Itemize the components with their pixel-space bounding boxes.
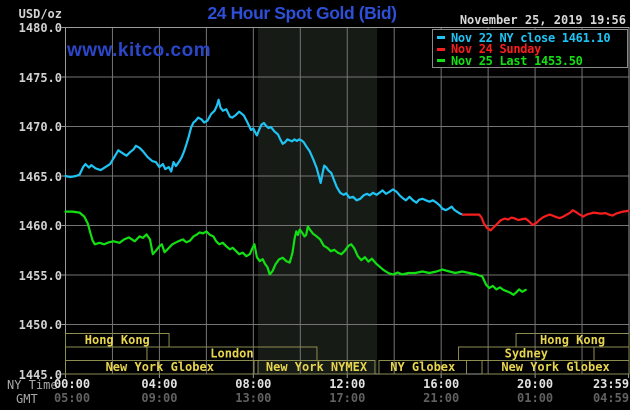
session-label: Sydney (505, 347, 548, 361)
x-axis-label-ny: 00:00 (53, 377, 91, 391)
session-box (593, 346, 630, 361)
y-axis-label: 1460.0 (18, 219, 62, 233)
y-axis-label: 1445.0 (18, 367, 62, 382)
x-axis-label-ny: 08:00 (235, 377, 272, 391)
ny-time-axis-label: NY Time (7, 378, 58, 392)
y-axis-label: 1475.0 (18, 70, 62, 85)
session-box (257, 360, 376, 375)
session-label: NY Globex (390, 360, 455, 374)
y-axis-unit-label: USD/oz (18, 7, 62, 21)
legend-item: Nov 22 NY close 1461.10 (437, 30, 627, 45)
y-axis-label: 1450.0 (18, 318, 62, 332)
x-axis-label-gmt: 13:00 (235, 391, 272, 405)
legend-label: Nov 22 NY close 1461.10 (451, 30, 611, 45)
session-box (65, 346, 148, 361)
gmt-axis-label: GMT (16, 392, 38, 406)
session-box (481, 360, 630, 375)
x-axis-label-ny: 12:00 (329, 377, 366, 391)
chart-title: 24 Hour Spot Gold (Bid) (207, 3, 397, 23)
nymex-session-shade (258, 27, 378, 374)
y-axis-label: 1465.0 (18, 169, 62, 184)
legend-dash-icon (437, 47, 445, 51)
x-axis-label-gmt: 05:00 (53, 391, 91, 405)
session-label: New York NYMEX (266, 360, 368, 374)
session-box (378, 360, 468, 375)
y-axis-label: 1470.0 (18, 120, 62, 134)
x-axis-label-ny: 20:00 (517, 377, 554, 391)
y-axis-label: 1455.0 (18, 268, 62, 283)
legend-box: Nov 22 NY close 1461.10 Nov 24 Sunday Nov … (432, 29, 628, 68)
series-line-nov-24-sunday (461, 209, 630, 232)
session-label: Hong Kong (85, 333, 150, 347)
x-axis-label-ny: 04:00 (141, 377, 178, 391)
legend-label: Nov 24 Sunday (451, 42, 542, 57)
session-label: Hong Kong (540, 333, 605, 347)
x-axis-label-gmt: 01:00 (517, 391, 554, 405)
x-axis-label-ny: 23:59 (592, 377, 630, 391)
legend-label: Nov 25 Last 1453.50 (451, 53, 583, 68)
x-axis-label-gmt: 04:59 (592, 391, 630, 405)
session-label: New York Globex (501, 360, 609, 374)
session-box (65, 360, 255, 375)
series-line-nov-25-last (64, 210, 527, 296)
y-axis-label: 1480.0 (18, 21, 62, 35)
session-label: London (210, 347, 253, 361)
chart-datetime: November 25, 2019 19:56 (459, 13, 626, 27)
x-axis-label-gmt: 09:00 (141, 391, 178, 405)
legend-dash-icon (437, 36, 445, 40)
x-axis-label-ny: 16:00 (423, 377, 460, 391)
legend-item: Nov 25 Last 1453.50 (437, 53, 627, 68)
x-axis-label-gmt: 21:00 (423, 391, 460, 405)
series-line-nov-22-ny-close (64, 98, 464, 216)
x-axis-label-gmt: 17:00 (329, 391, 366, 405)
legend-dash-icon (437, 59, 445, 63)
kitco-watermark: www.kitco.com (67, 40, 212, 61)
session-label: New York Globex (106, 360, 214, 374)
legend-item: Nov 24 Sunday (437, 42, 627, 57)
